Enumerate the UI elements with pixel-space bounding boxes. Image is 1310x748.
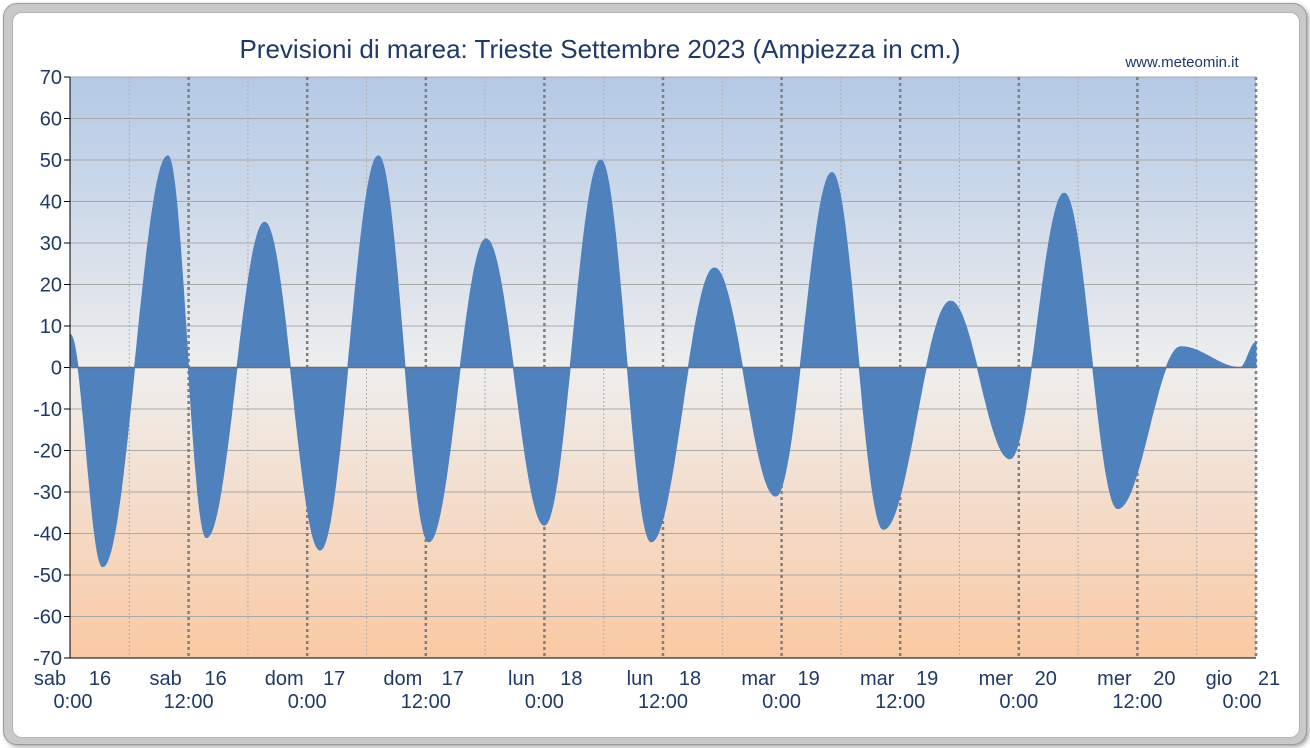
y-tick-label: -20 — [33, 441, 62, 463]
x-tick-date: 16 — [89, 668, 111, 690]
x-tick-time: 0:00 — [288, 691, 327, 713]
x-tick-label: lun 180:00 — [508, 668, 582, 713]
y-tick-label: -40 — [33, 524, 62, 546]
y-tick-label: 70 — [40, 67, 62, 89]
y-tick-label: 30 — [40, 233, 62, 255]
x-tick-day: mer — [979, 668, 1014, 690]
x-tick-date: 16 — [204, 668, 226, 690]
tide-area — [69, 155, 1257, 568]
y-tick-label: -50 — [33, 565, 62, 587]
chart-title: Previsioni di marea: Trieste Settembre 2… — [239, 34, 960, 64]
axis-layer — [64, 76, 1256, 659]
x-tick-date: 20 — [1153, 668, 1175, 690]
x-tick-label: gio 210:00 — [1206, 668, 1280, 713]
series-layer — [69, 155, 1257, 568]
x-tick-date: 21 — [1258, 668, 1280, 690]
x-tick-time: 12:00 — [875, 691, 925, 713]
y-tick-label: -70 — [33, 648, 62, 670]
x-tick-time: 0:00 — [999, 691, 1038, 713]
x-tick-day: sab — [34, 668, 66, 690]
x-tick-time: 0:00 — [54, 691, 93, 713]
x-tick-time: 0:00 — [762, 691, 801, 713]
y-tick-label: 10 — [40, 316, 62, 338]
x-tick-date: 17 — [442, 668, 464, 690]
x-tick-label: dom 170:00 — [265, 668, 346, 713]
x-tick-day: dom — [265, 668, 304, 690]
y-tick-label: -60 — [33, 607, 62, 629]
y-tick-label: -30 — [33, 482, 62, 504]
x-tick-day: dom — [383, 668, 422, 690]
x-tick-date: 20 — [1035, 668, 1057, 690]
x-tick-day: mar — [741, 668, 776, 690]
x-tick-day: lun — [627, 668, 654, 690]
y-tick-label: -10 — [33, 399, 62, 421]
x-tick-day: mar — [860, 668, 895, 690]
x-tick-time: 12:00 — [1112, 691, 1162, 713]
x-tick-time: 12:00 — [638, 691, 688, 713]
y-tick-label: 40 — [40, 192, 62, 214]
x-tick-time: 0:00 — [1223, 691, 1262, 713]
y-tick-label: 20 — [40, 275, 62, 297]
x-tick-time: 12:00 — [164, 691, 214, 713]
source-label: www.meteomin.it — [1124, 54, 1239, 71]
x-tick-label: sab 160:00 — [34, 668, 111, 713]
x-tick-time: 0:00 — [525, 691, 564, 713]
x-tick-date: 19 — [797, 668, 819, 690]
x-tick-date: 17 — [323, 668, 345, 690]
x-tick-time: 12:00 — [401, 691, 451, 713]
y-tick-label: 0 — [51, 358, 62, 380]
x-tick-label: mer 200:00 — [979, 668, 1057, 713]
x-tick-date: 18 — [679, 668, 701, 690]
y-tick-label: 60 — [40, 109, 62, 131]
y-tick-labels: 70 60 50 40 30 20 10 0 -10 -20 -30 -40 -50 -60 -70 — [33, 67, 62, 670]
x-tick-day: gio — [1206, 668, 1233, 690]
x-tick-day: sab — [149, 668, 181, 690]
x-tick-date: 19 — [916, 668, 938, 690]
x-tick-date: 18 — [560, 668, 582, 690]
x-tick-day: mer — [1097, 668, 1132, 690]
x-tick-day: lun — [508, 668, 535, 690]
y-tick-label: 50 — [40, 150, 62, 172]
x-tick-label: mar 190:00 — [741, 668, 819, 713]
